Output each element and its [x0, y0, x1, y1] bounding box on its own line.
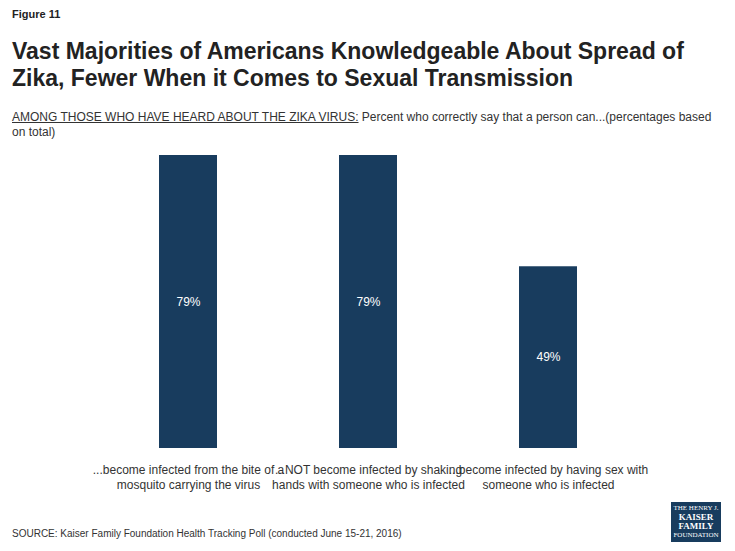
- html-text:Vast Majorities of Americans K: Vast Majorities of Americans Knowledgeab…: [12, 38, 684, 91]
- html-text:SOURCE: Kaiser Family Foundati: SOURCE: Kaiser Family Foundation Health …: [12, 528, 402, 539]
- html-text:THE HENRY J.: THE HENRY J.: [673, 504, 719, 512]
- html-text:Figure 11: Figure 11: [12, 8, 61, 20]
- html-text:KAISER: KAISER: [678, 512, 714, 522]
- svg-text:...NOT become infected by shak: ...NOT become infected by shakinghands w…: [272, 463, 465, 493]
- html-text:AMONG THOSE WHO HAVE HEARD ABO: AMONG THOSE WHO HAVE HEARD ABOUT THE ZIK…: [12, 110, 712, 139]
- svg-text:...become infected from the bi: ...become infected from the bite of amos…: [93, 463, 285, 493]
- svg-text:49%: 49%: [536, 350, 560, 364]
- svg-text:...become infected by having s: ...become infected by having sex withsom…: [449, 463, 648, 493]
- html-text:FOUNDATION: FOUNDATION: [673, 531, 719, 539]
- svg-text:79%: 79%: [356, 295, 380, 309]
- html-text:FAMILY: FAMILY: [678, 521, 714, 531]
- svg-text:79%: 79%: [176, 295, 200, 309]
